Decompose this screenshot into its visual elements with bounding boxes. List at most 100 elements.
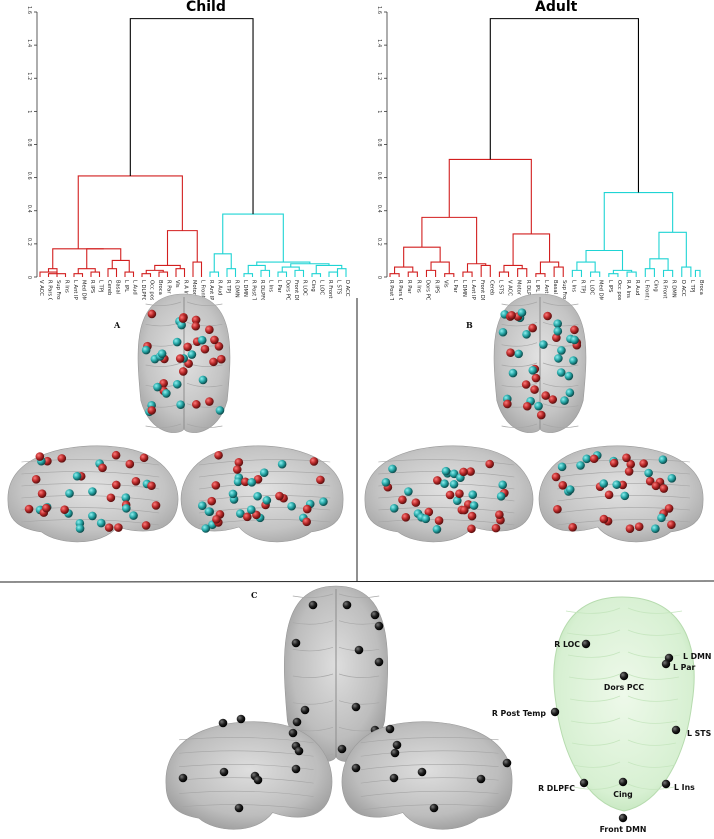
panel-b-label: B [466,320,473,330]
labeled-node [671,725,681,735]
brain-node-child [72,471,82,481]
brain-node-adult [411,498,421,507]
brain-node-child [211,481,221,490]
y-tick-label: 1.6 [26,6,32,14]
dendrogram-link [77,175,183,249]
brain-node-child [191,315,201,325]
leaf-label: Motor [516,280,522,296]
brain-node-adult [612,480,621,489]
brain-node-child [228,489,238,499]
leaf-label: L STS [497,280,503,294]
leaf-label: Sup Front S [55,280,61,300]
brain-node-adult [449,469,459,479]
brain-node-adult [543,311,552,321]
leaf-label: Vis [443,280,449,288]
brain-node-shared [308,600,318,610]
brain-node-adult [582,454,592,464]
leaf-label: Basal [552,280,558,294]
brain-node-child [212,515,221,524]
dendrogram-link [47,273,67,277]
leaf-label: R Par [166,280,172,294]
dendrogram-link [86,248,122,269]
brain-node-adult [468,490,478,500]
leaf-label: R IPS [434,280,440,293]
dendrogram-link [260,269,271,277]
dendrogram-adult: 0 0.2 0.4 0.6 0.8 1 1.2 1.4 1.6 R Post Temp R Pars… [376,6,704,300]
dendrogram-link [175,268,186,277]
brain-node-child [88,487,97,496]
brain-node-child [246,505,256,515]
leaf-label: Occ post [616,280,622,300]
brain-node-child [316,475,325,485]
brain-node-child [187,350,197,359]
dendrogram-link [52,248,104,269]
brain-node-shared [253,775,263,785]
y-tick-label: 0 [26,276,32,279]
labeled-node [619,671,629,681]
dendrogram-link [489,18,640,193]
leaf-label: L Par [276,280,282,294]
dendrogram-link [539,261,560,274]
brain-node-child [233,477,243,487]
brain-node-child [200,344,210,354]
leaf-label: Cereb [488,280,494,296]
dendrogram-link [256,261,311,266]
brain-node-child [31,475,41,484]
leaf-label: R DMN [671,280,677,298]
leaf-label: R Par [406,280,412,294]
dendrogram-link [498,271,510,277]
y-tick-label: 1 [376,110,382,113]
brain-node-adult [514,349,523,359]
leaf-label: Med DMN [81,280,87,300]
brain-node-adult [624,467,634,476]
brain-node-adult [421,514,431,524]
leaf-label: L DMN [242,280,248,297]
leaf-label: L TPJ [98,280,104,293]
labeled-node-text: Front DMN [600,825,647,834]
leaf-label: R Ins [64,280,70,293]
brain-node-shared [476,774,486,784]
brain-node-adult [522,401,532,411]
brain-node-child [159,379,168,388]
brain-node-adult [522,330,531,339]
brain-node-shared [291,764,301,774]
dendrogram-adult-plot: 0 0.2 0.4 0.6 0.8 1 1.2 1.4 1.6 R Post Temp R Pars… [376,6,704,300]
brain-node-child [157,349,167,358]
labeled-node-text: L STS [687,729,712,738]
brain-node-adult [570,335,579,345]
dendrogram-link [47,268,58,274]
leaf-label: R Aud [217,280,223,295]
dendrogram-link [590,271,601,277]
brain-node-child [121,493,131,503]
y-tick-label: 1.2 [26,72,32,80]
dendrogram-link [277,271,288,277]
brain-node-shared [236,714,246,724]
brain-node-adult [539,340,548,349]
brain-node-adult [554,354,563,363]
brain-node-child [147,309,157,319]
leaf-label: R Aud [634,280,640,295]
labeled-node [579,778,589,788]
brain-top-view [283,585,389,762]
leaf-label: Cing [652,280,658,292]
brain-node-child [104,523,114,532]
brain-node-adult [531,373,541,383]
brain-node-child [197,335,207,345]
brain-node-adult [536,410,546,420]
leaf-label: L IPL [123,280,129,292]
dendrogram-link [111,259,130,273]
leaf-label: V ACC [38,280,44,296]
brain-side-view [165,721,333,830]
brain-node-adult [455,489,464,498]
brain-node-adult [553,326,563,336]
dendrogram-link [192,261,203,277]
y-tick-label: 1.4 [376,39,382,47]
labeled-node [618,813,628,823]
brain-node-shared [292,717,302,727]
brain-node-adult [651,524,660,534]
dendrogram-child-plot: 0 0.2 0.4 0.6 0.8 1 1.2 1.4 1.6 V ACC R Pars Op Sup… [26,6,350,300]
brain-node-adult [551,472,561,482]
leaf-label: L Ant IPS [470,280,476,300]
brain-node-child [37,489,47,498]
dendrogram-link [608,273,619,277]
